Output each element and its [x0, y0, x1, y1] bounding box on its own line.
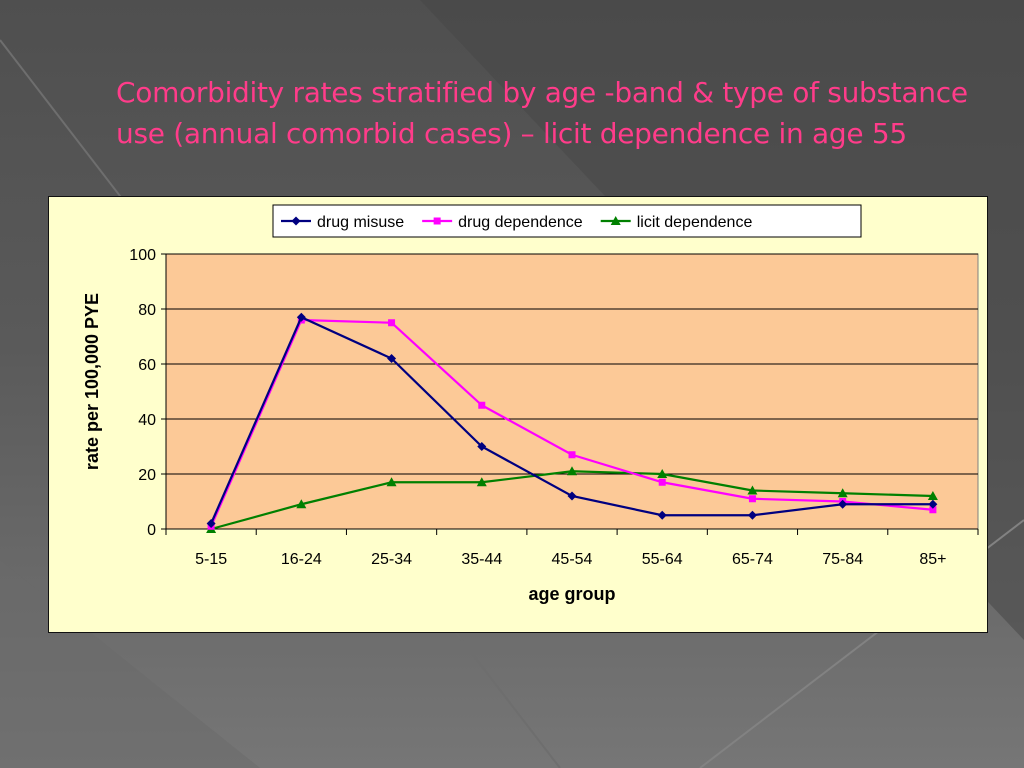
data-point [657, 469, 668, 478]
x-axis-title: age group [528, 584, 615, 604]
series-drug-misuse [206, 312, 938, 528]
data-point [568, 451, 576, 459]
legend-item: drug misuse [281, 214, 404, 231]
data-point [658, 478, 666, 486]
legend-label: licit dependence [637, 214, 753, 231]
slide-title: Comorbidity rates stratified by age -ban… [116, 76, 968, 150]
legend-item: drug dependence [422, 214, 583, 231]
x-tick-label: 75-84 [822, 551, 863, 568]
plot-area [165, 253, 979, 530]
y-tick-label: 80 [138, 302, 156, 319]
y-axis-title: rate per 100,000 PYE [82, 293, 102, 470]
x-tick-label: 16-24 [281, 551, 322, 568]
data-point [388, 319, 396, 327]
y-tick-label: 100 [129, 247, 156, 264]
legend-box [272, 204, 862, 238]
x-tick-label: 25-34 [371, 551, 412, 568]
data-point [747, 510, 757, 520]
data-point [387, 354, 397, 363]
data-point [296, 499, 307, 509]
x-tick-label: 55-64 [642, 551, 683, 568]
legend-label: drug dependence [458, 214, 583, 231]
data-point [747, 485, 758, 495]
x-tick-label: 35-44 [461, 551, 502, 568]
data-point [386, 477, 397, 487]
data-point [748, 495, 756, 503]
data-point [837, 488, 848, 498]
y-tick-label: 0 [147, 522, 156, 539]
y-tick-label: 40 [138, 412, 156, 429]
data-point [296, 312, 306, 322]
y-tick-label: 20 [138, 467, 156, 484]
data-point [206, 519, 216, 528]
legend-marker [291, 216, 301, 226]
data-point [567, 466, 577, 476]
data-point [928, 499, 938, 509]
legend-marker [433, 217, 441, 225]
data-point [477, 442, 487, 451]
x-tick-label: 45-54 [552, 551, 593, 568]
data-point [567, 491, 577, 501]
data-point [927, 491, 938, 500]
x-tick-label: 85+ [919, 551, 946, 568]
legend-label: drug misuse [317, 214, 404, 231]
chart-area: 0 20 40 60 80 100 5-15 16-24 25-34 35-44 45-54 55-6… [48, 196, 988, 633]
legend-marker [610, 216, 621, 225]
data-point [476, 477, 487, 487]
data-point [838, 499, 848, 509]
series-licit-dependence [206, 466, 938, 533]
data-point [478, 401, 486, 409]
x-tick-label: 65-74 [732, 551, 773, 568]
line-chart: 0 20 40 60 80 100 5-15 16-24 25-34 35-44 45-54 55-6… [82, 204, 979, 604]
data-point [929, 506, 937, 514]
legend-item: licit dependence [600, 214, 753, 231]
data-point [657, 510, 667, 520]
y-tick-label: 60 [138, 357, 156, 374]
legend: drug misuse drug dependence licit dependen… [272, 204, 862, 238]
x-tick-label: 5-15 [195, 551, 227, 568]
